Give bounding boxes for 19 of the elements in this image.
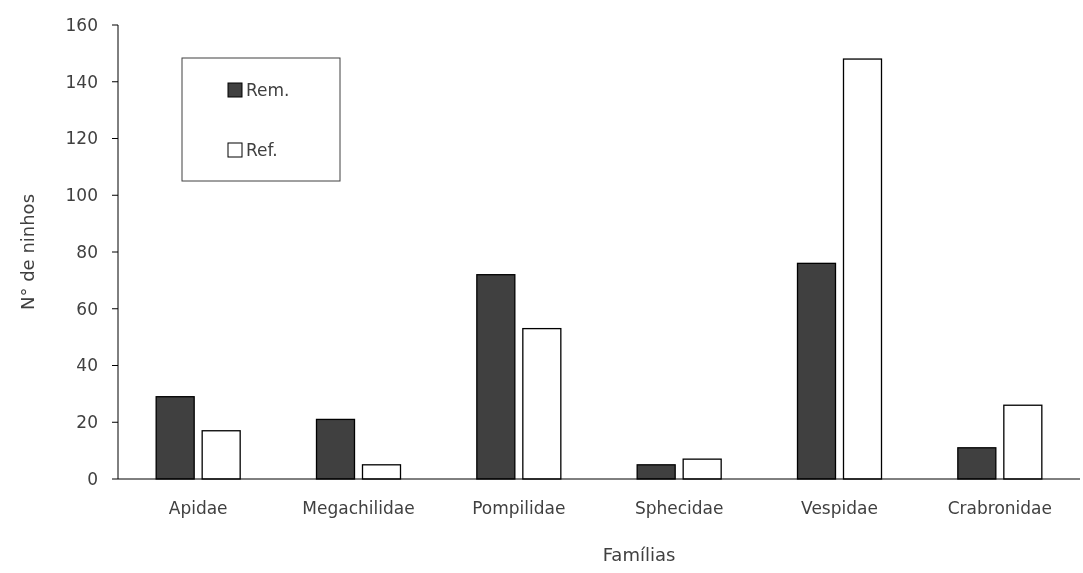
legend-label: Ref. <box>246 139 278 160</box>
y-tick-label: 100 <box>65 185 98 206</box>
y-axis-title: N° de ninhos <box>17 193 38 311</box>
x-tick-label: Sphecidae <box>634 498 724 518</box>
y-tick-label: 20 <box>76 412 98 433</box>
y-tick-label: 80 <box>76 241 98 262</box>
y-tick-label: 60 <box>76 298 98 319</box>
y-tick-label: 0 <box>87 468 98 489</box>
x-tick-label: Apidae <box>168 498 228 518</box>
x-tick-label: Crabronidae <box>947 498 1052 518</box>
x-axis-title: Famílias <box>602 544 676 565</box>
y-tick-label: 160 <box>65 14 98 35</box>
y-tick-label: 120 <box>65 128 98 149</box>
x-tick-label: Pompilidae <box>472 498 566 518</box>
x-tick-label: Megachilidae <box>302 498 415 518</box>
legend-label: Rem. <box>246 79 290 100</box>
x-tick-label: Vespidae <box>801 498 878 518</box>
y-tick-label: 140 <box>65 71 98 92</box>
y-tick-label: 40 <box>76 355 98 376</box>
